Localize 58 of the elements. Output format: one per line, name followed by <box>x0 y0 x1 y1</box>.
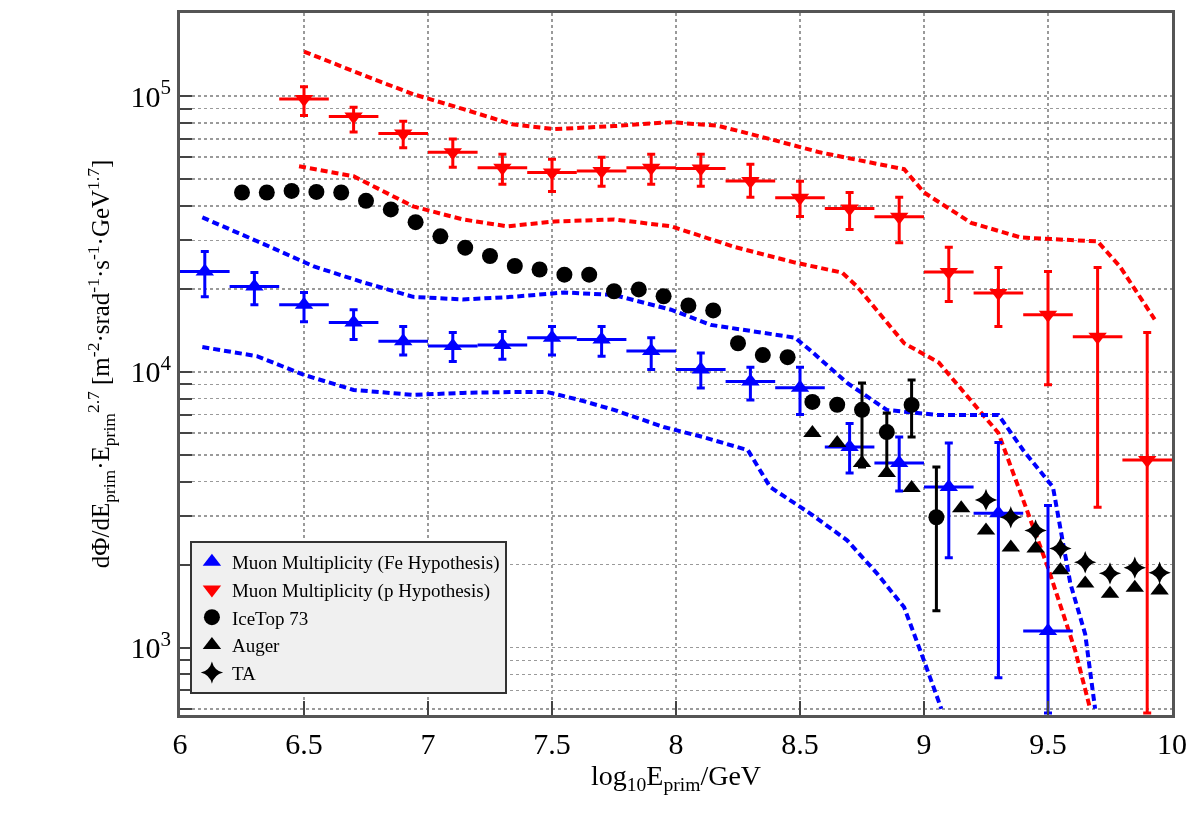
point <box>854 401 870 418</box>
point <box>730 335 746 352</box>
point <box>382 201 399 218</box>
point <box>482 248 498 265</box>
x-tick-label: 7.5 <box>533 727 571 760</box>
point <box>407 214 424 231</box>
x-tick-label: 6 <box>172 727 188 760</box>
point <box>333 184 350 201</box>
y-tick-label: 10$^{5}$ <box>130 74 171 113</box>
point <box>1098 562 1122 585</box>
point <box>903 396 920 413</box>
legend-label: Muon Multiplicity (Fe Hypothesis) <box>231 552 500 575</box>
y-tick-label: 10$^{4}$ <box>130 350 172 389</box>
point <box>804 393 821 410</box>
x-tick-label: 10 <box>1157 727 1187 760</box>
point <box>457 239 474 256</box>
point <box>1049 537 1072 560</box>
point <box>606 283 622 300</box>
point <box>506 257 523 274</box>
point <box>655 288 672 305</box>
point <box>1123 556 1146 579</box>
point <box>234 184 250 201</box>
legend-label: TA <box>231 663 256 684</box>
x-axis-title: log$_{10}$E$_{prim}$/GeV <box>590 760 762 795</box>
point <box>928 509 945 526</box>
point <box>878 424 895 441</box>
point <box>531 261 548 278</box>
x-tick-label: 8 <box>668 727 684 760</box>
x-tick-label: 6.5 <box>285 727 323 760</box>
legend-label: IceTop 73 <box>231 607 309 629</box>
point <box>1148 561 1171 584</box>
point <box>556 266 573 283</box>
point <box>1074 551 1097 574</box>
point <box>358 192 374 209</box>
point <box>779 349 796 366</box>
point <box>999 506 1022 529</box>
x-tick-label: 8.5 <box>781 727 819 760</box>
point <box>974 488 998 512</box>
point <box>283 182 300 199</box>
y-tick-label: 10$^{3}$ <box>130 626 171 665</box>
point <box>829 396 846 413</box>
point <box>680 297 697 314</box>
point <box>705 302 722 319</box>
point <box>308 183 325 200</box>
x-tick-label: 9.5 <box>1029 727 1067 760</box>
point <box>754 347 771 364</box>
legend-label: Muon Multiplicity (p Hypothesis) <box>231 579 490 602</box>
legend-label: Auger <box>231 635 281 657</box>
x-tick-label: 9 <box>916 727 932 760</box>
line-series <box>302 49 1157 322</box>
line-series <box>200 345 944 711</box>
point <box>630 281 647 298</box>
line-series <box>200 215 1098 711</box>
point <box>581 266 598 283</box>
point <box>432 228 449 245</box>
point <box>1024 519 1047 542</box>
x-tick-label: 7 <box>420 727 436 760</box>
point <box>258 184 275 201</box>
